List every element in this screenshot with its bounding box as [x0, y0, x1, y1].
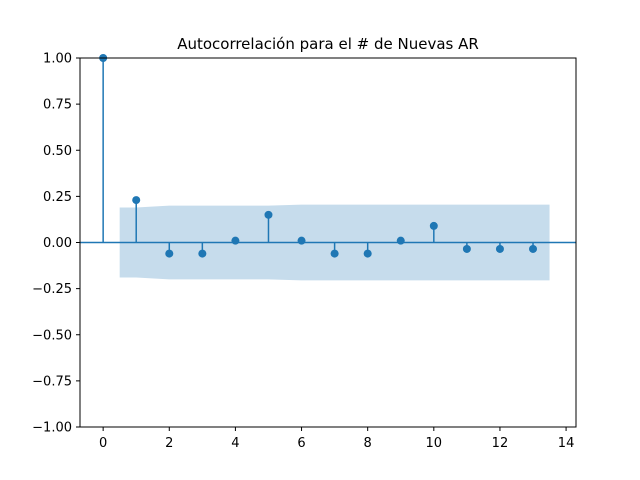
x-tick-label: 6 — [297, 436, 305, 451]
x-tick-label: 10 — [426, 436, 443, 451]
marker-lag-11 — [462, 244, 471, 253]
marker-lag-13 — [529, 244, 538, 253]
x-tick-label: 8 — [364, 436, 372, 451]
y-tick-label: 0.25 — [43, 190, 72, 205]
marker-lag-8 — [363, 249, 372, 258]
marker-lag-5 — [264, 210, 273, 219]
y-tick-label: 0.75 — [43, 98, 72, 113]
x-tick-label: 12 — [492, 436, 509, 451]
y-tick-label: 0.00 — [43, 236, 72, 251]
marker-lag-12 — [495, 244, 504, 253]
x-tick-label: 14 — [558, 436, 575, 451]
y-tick-label: −0.25 — [32, 282, 72, 297]
y-tick-label: −0.75 — [32, 374, 72, 389]
ticks-layer: −1.00 −0.75 −0.50 −0.25 0.00 0.25 0.50 0.75 1.00… — [32, 52, 574, 452]
y-tick-label: −1.00 — [32, 421, 72, 436]
marker-lag-9 — [396, 236, 405, 245]
marker-lag-6 — [297, 236, 306, 245]
marker-lag-4 — [231, 236, 240, 245]
marker-lag-3 — [198, 249, 207, 258]
y-tick-label: −0.50 — [32, 328, 72, 343]
marker-lag-10 — [429, 221, 438, 230]
marker-lag-2 — [165, 249, 174, 258]
x-tick-label: 2 — [165, 436, 173, 451]
y-tick-label: 0.50 — [43, 144, 72, 159]
y-tick-label: 1.00 — [43, 52, 72, 67]
x-tick-label: 4 — [231, 436, 239, 451]
x-tick-label: 0 — [99, 436, 107, 451]
marker-lag-1 — [132, 196, 141, 205]
markers-layer — [99, 54, 538, 258]
marker-lag-7 — [330, 249, 339, 258]
chart-title: Autocorrelación para el # de Nuevas AR — [177, 35, 479, 53]
